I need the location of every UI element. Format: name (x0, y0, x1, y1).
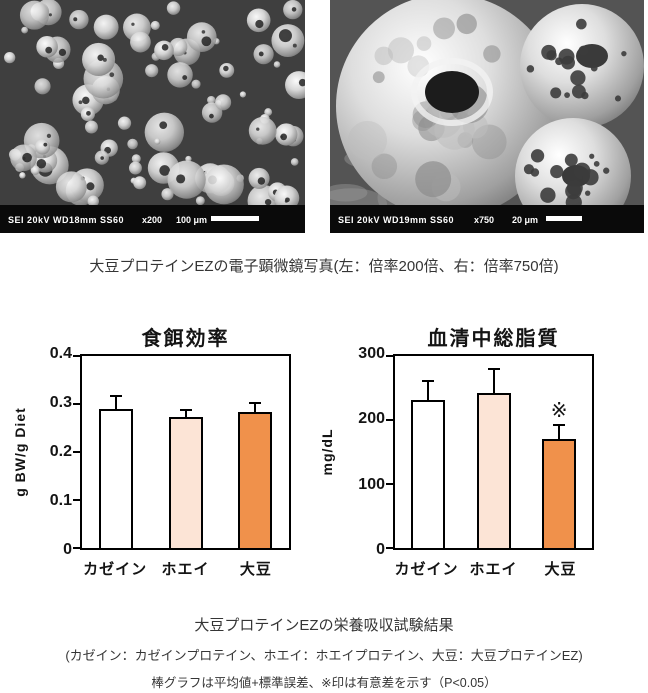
x-category-label: カゼイン (394, 561, 459, 578)
serum-lipid-chart: 血清中総脂質 mg/dL 0 100 200 300 ※ カゼイン ホエイ 大豆 (317, 322, 594, 588)
x-category-label: 大豆 (544, 561, 577, 578)
bar-2 (168, 416, 203, 548)
error-bar-line (184, 411, 187, 417)
x-category-label: 大豆 (239, 561, 272, 578)
x-category-label: カゼイン (83, 561, 148, 578)
sem-particles (330, 0, 644, 233)
bar-3 (237, 412, 272, 548)
x-category-label: ホエイ (469, 561, 518, 578)
error-bar-line (253, 404, 256, 413)
y-axis: 0 100 200 300 (341, 345, 393, 558)
sem-scale-label: 100 μm (176, 215, 207, 225)
error-bar-line (558, 425, 561, 440)
feed-efficiency-chart: 食餌効率 g BW/g Diet 0 0.1 0.2 0.3 0.4 カゼイン ホエイ 大豆 (10, 322, 291, 588)
error-bar-cap (248, 402, 261, 404)
y-tick-label: 0 (63, 541, 72, 558)
sem-magnification-text: x200 (142, 215, 162, 225)
sem-scale-bar (546, 216, 582, 221)
chart-title: 食餌効率 (141, 328, 230, 350)
plot-area: ※ (386, 354, 594, 550)
sem-info-bar-bg (330, 205, 644, 233)
plot-area (73, 354, 291, 550)
sem-caption: 大豆プロテインEZの電子顕微鏡写真(左：倍率200倍、右：倍率750倍) (89, 258, 559, 275)
sem-particles (4, 0, 305, 217)
y-tick-mark (386, 483, 393, 486)
x-axis-labels: カゼイン ホエイ 大豆 (80, 558, 291, 588)
bar-1 (99, 408, 134, 548)
sem-meta-text: SEI 20kV WD19mm SS60 (338, 215, 454, 225)
significance-mark: ※ (550, 399, 568, 422)
y-tick-mark (386, 355, 393, 357)
error-bar-line (115, 396, 118, 409)
y-axis-title-column: g BW/g Diet (10, 354, 34, 550)
y-tick-label: 300 (358, 345, 385, 362)
error-bar-line (426, 382, 429, 400)
y-tick-mark (386, 419, 393, 422)
y-tick-mark (73, 403, 80, 405)
results-caption: 大豆プロテインEZの栄養吸収試験結果 (194, 617, 454, 634)
error-bar-cap (487, 368, 500, 371)
y-tick-label: 0.4 (49, 345, 72, 362)
y-axis-title: g BW/g Diet (12, 407, 28, 497)
x-category-label: ホエイ (161, 561, 210, 578)
y-tick-mark (73, 547, 80, 549)
y-tick-mark (386, 547, 393, 549)
sem-info-bar: SEI 20kV WD19mm SS60 x750 20 μm (330, 205, 644, 233)
bar-3 (542, 439, 577, 548)
y-tick-mark (73, 499, 80, 501)
sem-scale-label: 20 μm (512, 215, 538, 225)
x-axis-labels: カゼイン ホエイ 大豆 (393, 558, 594, 588)
charts-row: 食餌効率 g BW/g Diet 0 0.1 0.2 0.3 0.4 カゼイン ホエイ 大豆… (10, 322, 648, 588)
error-bar-line (492, 370, 495, 394)
sem-micrograph-x750: SEI 20kV WD19mm SS60 x750 20 μm (330, 0, 644, 233)
y-tick-label: 100 (358, 475, 385, 493)
sem-magnification-text: x750 (474, 215, 494, 225)
y-tick-label: 0.1 (49, 492, 72, 509)
chart-title: 血清中総脂質 (427, 328, 560, 350)
y-axis-title: mg/dL (319, 428, 335, 476)
sem-scale-bar (211, 216, 259, 221)
error-bar-cap (110, 394, 123, 397)
y-axis-title-column: mg/dL (317, 354, 341, 550)
y-tick-label: 200 (358, 410, 385, 428)
note-caption: 棒グラフは平均値+標準誤差、※印は有意差を示す（P<0.05） (151, 676, 497, 690)
y-tick-mark (73, 451, 80, 453)
y-tick-label: 0 (376, 541, 385, 558)
y-tick-mark (73, 355, 80, 357)
y-tick-label: 0.3 (49, 394, 72, 411)
sem-micrograph-row: SEI 20kV WD18mm SS60 x200 100 μm SEI 20k… (0, 0, 648, 233)
bar-1 (410, 399, 445, 548)
sem-micrograph-x200: SEI 20kV WD18mm SS60 x200 100 μm (0, 0, 305, 233)
error-bar-cap (421, 380, 434, 383)
y-tick-label: 0.2 (49, 443, 72, 460)
sem-meta-text: SEI 20kV WD18mm SS60 (8, 215, 124, 225)
legend-caption: (カゼイン：カゼインプロテイン、ホエイ：ホエイプロテイン、大豆：大豆プロテインE… (65, 648, 583, 663)
error-bar-cap (553, 423, 566, 426)
sem-info-bar: SEI 20kV WD18mm SS60 x200 100 μm (0, 205, 305, 233)
bar-2 (476, 393, 511, 548)
error-bar-cap (179, 409, 192, 412)
y-axis: 0 0.1 0.2 0.3 0.4 (34, 345, 80, 558)
